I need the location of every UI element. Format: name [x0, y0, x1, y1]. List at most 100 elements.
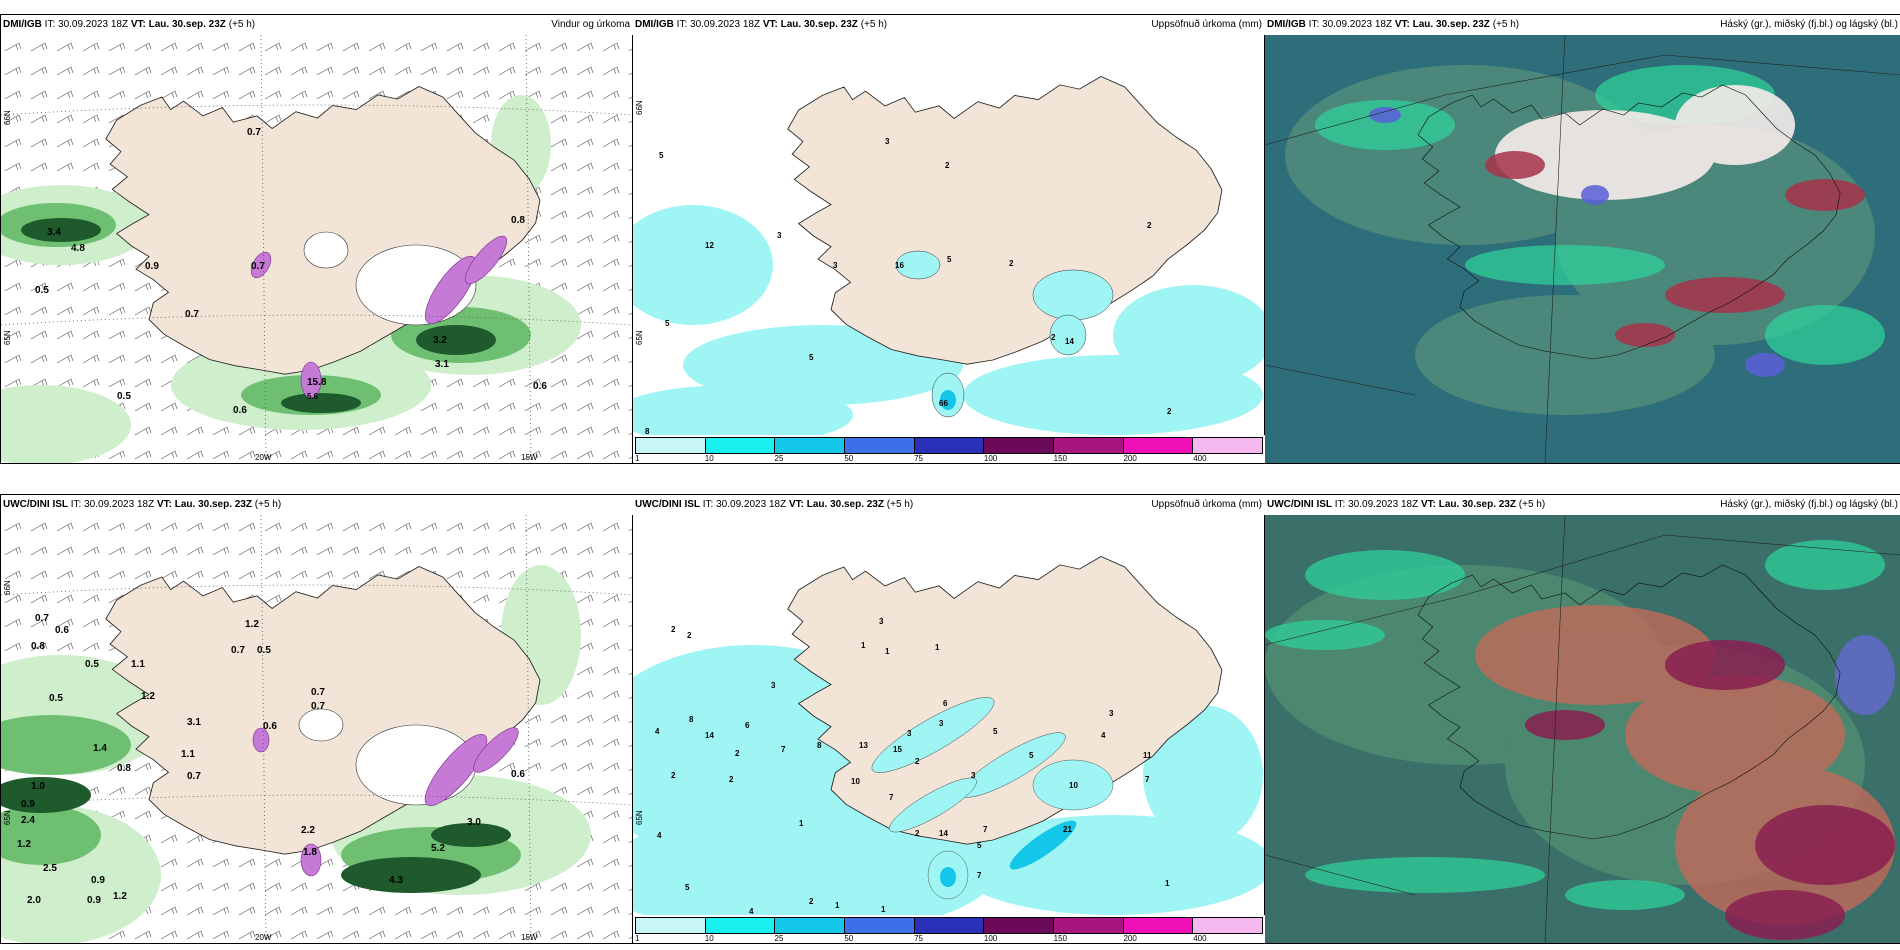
value-label: 0.6	[533, 381, 547, 392]
map-area	[1, 35, 633, 463]
value-label: 2	[1147, 221, 1152, 230]
value-label: 0.6	[511, 769, 525, 780]
value-label: 0.7	[187, 771, 201, 782]
value-label: 7	[781, 745, 786, 754]
lat-label-mid: 65N	[3, 330, 12, 345]
value-label: 0.9	[145, 261, 159, 272]
lat-label-mid: 65N	[3, 810, 12, 825]
value-label: 0.7	[35, 613, 49, 624]
colorbar-tick: 400	[1193, 934, 1207, 943]
valid-time: Lau. 30.sep. 23Z	[1412, 19, 1490, 30]
value-label: 7	[1145, 775, 1150, 784]
value-label: 7	[889, 793, 894, 802]
value-label: 1.4	[93, 743, 107, 754]
valid-label: VT:	[130, 19, 146, 30]
value-label: 0.7	[251, 261, 265, 272]
value-label: 4.8	[71, 243, 85, 254]
init-time: IT: 30.09.2023 18Z	[676, 19, 761, 30]
lead-time: (+5 h)	[1518, 499, 1546, 510]
lat-label-mid: 65N	[635, 330, 644, 345]
valid-label: VT:	[1420, 499, 1436, 510]
value-label: 0.5	[257, 645, 271, 656]
value-label: 3.0	[467, 817, 481, 828]
value-label: 5	[977, 841, 982, 850]
value-label: 5	[947, 255, 952, 264]
panel-dmi-precip: DMI/IGB IT: 30.09.2023 18Z VT: Lau. 30.s…	[632, 14, 1266, 464]
colorbar-tick: 1	[635, 454, 640, 463]
value-label: 13	[859, 741, 868, 750]
colorbar-tick: 1	[635, 934, 640, 943]
model-name: DMI/IGB	[1267, 19, 1306, 30]
value-label: 3	[1109, 709, 1114, 718]
value-label: 0.6	[263, 721, 277, 732]
value-label: 1.1	[181, 749, 195, 760]
value-label: 2	[729, 775, 734, 784]
colorbar-cell	[1193, 918, 1263, 933]
lead-time: (+5 h)	[886, 499, 914, 510]
init-time: IT: 30.09.2023 18Z	[70, 499, 155, 510]
value-label: 2	[687, 631, 692, 640]
value-label: 15	[893, 745, 902, 754]
value-label: 0.5	[49, 693, 63, 704]
value-label: 1.2	[141, 691, 155, 702]
value-label: 0.7	[247, 127, 261, 138]
colorbar-tick: 10	[704, 934, 714, 943]
value-label: 5.6	[307, 392, 319, 401]
value-label: 0.7	[311, 687, 325, 698]
panel-header: UWC/DINI ISL IT: 30.09.2023 18Z VT: Lau.…	[1265, 495, 1900, 515]
value-label: 2	[945, 161, 950, 170]
map-area	[1265, 35, 1900, 463]
colorbar-tick: 200	[1123, 934, 1137, 943]
value-label: 1.1	[131, 659, 145, 670]
value-label: 1.2	[113, 891, 127, 902]
value-label: 3	[879, 617, 884, 626]
colorbar-tick: 25	[774, 454, 784, 463]
value-label: 10	[851, 777, 860, 786]
wind-precip-map	[1, 515, 633, 943]
value-label: 0.7	[185, 309, 199, 320]
product-title: Háský (gr.), miðský (fj.bl.) og lágský (…	[1720, 19, 1898, 30]
value-label: 4	[1101, 731, 1106, 740]
panel-dmi-wind: DMI/IGB IT: 30.09.2023 18Z VT: Lau. 30.s…	[0, 14, 634, 464]
value-label: 5.2	[431, 843, 445, 854]
colorbar-cell	[1123, 918, 1194, 933]
cloud-map	[1265, 35, 1900, 463]
map-area	[633, 35, 1265, 435]
valid-label: VT:	[1394, 19, 1410, 30]
value-label: 10	[1069, 781, 1078, 790]
value-label: 16	[895, 261, 904, 270]
value-label: 3	[833, 261, 838, 270]
value-label: 2.0	[27, 895, 41, 906]
colorbar-cell	[1123, 438, 1194, 453]
value-label: 2	[915, 757, 920, 766]
value-label: 14	[705, 731, 714, 740]
value-label: 2	[1051, 333, 1056, 342]
value-label: 4	[749, 907, 754, 916]
value-label: 0.9	[21, 799, 35, 810]
value-label: 1.8	[303, 847, 317, 858]
value-label: 1	[835, 901, 840, 910]
wind-precip-map	[1, 35, 633, 463]
value-label: 1.0	[31, 781, 45, 792]
valid-time: Lau. 30.sep. 23Z	[1438, 499, 1517, 510]
colorbar-tick: 50	[844, 454, 854, 463]
value-label: 1.2	[17, 839, 31, 850]
value-label: 1.2	[245, 619, 259, 630]
colorbar: 1 10 25 50 75 100 150 200 400	[633, 435, 1265, 463]
lon-label-right: 15W	[521, 933, 538, 942]
lat-label-top: 66N	[3, 110, 12, 125]
colorbar-cell	[705, 438, 776, 453]
value-label: 0.6	[55, 625, 69, 636]
model-name: UWC/DINI ISL	[635, 499, 700, 510]
model-name: UWC/DINI ISL	[3, 499, 68, 510]
value-label: 6	[943, 699, 948, 708]
lead-time: (+5 h)	[860, 19, 888, 30]
panel-dmi-clouds: DMI/IGB IT: 30.09.2023 18Z VT: Lau. 30.s…	[1264, 14, 1900, 464]
value-label: 5	[665, 319, 670, 328]
product-title: Uppsöfnuð úrkoma (mm)	[1151, 499, 1262, 510]
lon-label-right: 15W	[521, 453, 538, 462]
value-label: 2.5	[43, 863, 57, 874]
lead-time: (+5 h)	[1492, 19, 1520, 30]
value-label: 2	[1009, 259, 1014, 268]
product-title: Vindur og úrkoma	[551, 19, 630, 30]
